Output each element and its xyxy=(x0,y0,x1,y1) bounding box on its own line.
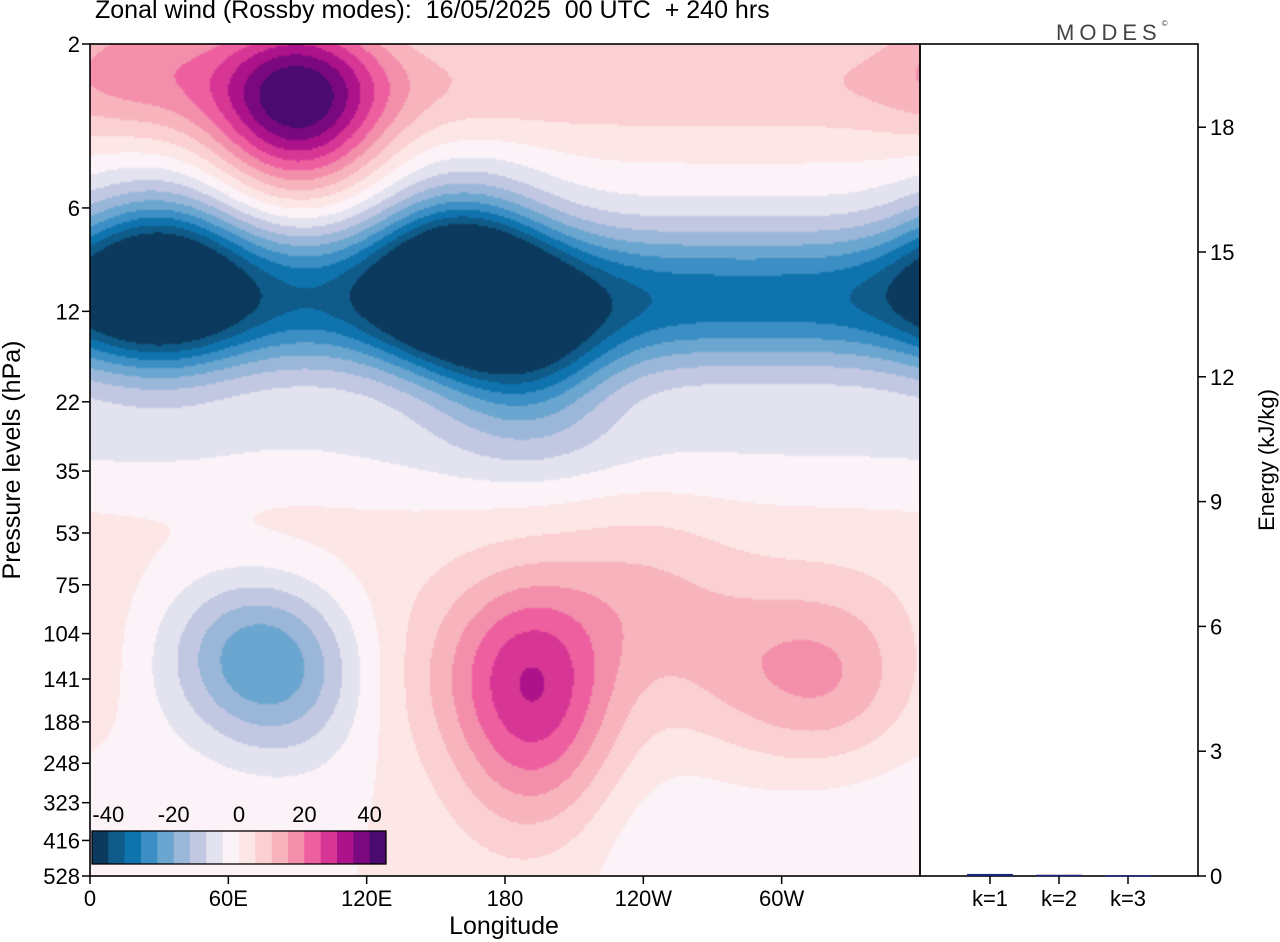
bar-category-label: k=1 xyxy=(972,886,1008,911)
colorbar-swatch xyxy=(320,831,338,864)
colorbar-swatch xyxy=(288,831,305,864)
colorbar-swatch xyxy=(124,831,142,864)
bar-category-label: k=2 xyxy=(1041,886,1077,911)
x-tick-label: 120W xyxy=(615,886,673,911)
x-tick-label: 60W xyxy=(759,886,804,911)
y-tick-label: 75 xyxy=(56,573,80,598)
colorbar-swatch xyxy=(304,831,321,864)
x-axis-ticks: 0 60E 120E 180 120W 60W xyxy=(84,876,805,911)
energy-tick-label: 9 xyxy=(1210,490,1222,515)
colorbar-tick-label: 20 xyxy=(292,802,316,827)
y-tick-label: 2 xyxy=(68,32,80,57)
y-tick-label: 104 xyxy=(43,622,80,647)
colorbar-swatch xyxy=(173,831,191,864)
colorbar-frame xyxy=(91,830,387,865)
energy-axis-ticks: 0 3 6 9 12 15 18 xyxy=(1198,115,1234,889)
energy-tick-label: 12 xyxy=(1210,365,1234,390)
modes-logo: MODES© xyxy=(1056,18,1168,45)
colorbar-tick-label: -20 xyxy=(158,802,190,827)
colorbar: -40 -20 0 20 40 xyxy=(91,802,387,865)
energy-tick-label: 3 xyxy=(1210,739,1222,764)
colorbar-swatch xyxy=(239,831,256,864)
y-tick-label: 22 xyxy=(56,390,80,415)
colorbar-swatch xyxy=(271,831,289,864)
x-tick-label: 0 xyxy=(84,886,96,911)
energy-bar xyxy=(1036,874,1082,877)
y-tick-label: 188 xyxy=(43,710,80,735)
energy-tick-label: 15 xyxy=(1210,240,1234,265)
x-tick-label: 120E xyxy=(341,886,392,911)
bar-category-label: k=3 xyxy=(1110,886,1146,911)
wind-contour-field xyxy=(90,44,920,876)
colorbar-swatch xyxy=(369,831,387,864)
energy-plot-frame xyxy=(919,43,1199,877)
colorbar-swatch xyxy=(206,831,223,864)
y-tick-label: 528 xyxy=(43,864,80,889)
y-tick-label: 248 xyxy=(43,751,80,776)
y-axis-ticks: 2 6 12 22 35 53 75 104 141 188 248 323 416 528 xyxy=(43,32,90,889)
x-axis-label: Longitude xyxy=(449,912,559,940)
colorbar-swatch xyxy=(255,831,272,864)
colorbar-swatch xyxy=(92,831,109,864)
energy-bar xyxy=(967,873,1013,876)
colorbar-swatch xyxy=(353,831,370,864)
y-tick-label: 12 xyxy=(56,299,80,324)
colorbar-swatch xyxy=(337,831,354,864)
colorbar-swatch xyxy=(190,831,207,864)
colorbar-tick-label: 0 xyxy=(233,802,245,827)
colorbar-tick-label: -40 xyxy=(92,802,124,827)
y-tick-label: 53 xyxy=(56,521,80,546)
energy-tick-label: 0 xyxy=(1210,864,1222,889)
y-tick-label: 141 xyxy=(43,667,80,692)
energy-tick-label: 18 xyxy=(1210,115,1234,140)
x-tick-label: 180 xyxy=(487,886,524,911)
y-tick-label: 323 xyxy=(43,791,80,816)
y-tick-label: 35 xyxy=(56,459,80,484)
colorbar-swatch xyxy=(108,831,125,864)
energy-bar xyxy=(1105,875,1151,877)
y-axis-label: Pressure levels (hPa) xyxy=(0,341,26,580)
y-tick-label: 6 xyxy=(68,196,80,221)
energy-bars: k=1 k=2 k=3 xyxy=(967,873,1151,911)
chart-title: Zonal wind (Rossby modes): 16/05/2025 00… xyxy=(95,0,770,24)
y-tick-label: 416 xyxy=(43,828,80,853)
colorbar-swatch xyxy=(141,831,158,864)
colorbar-tick-label: 40 xyxy=(357,802,381,827)
energy-tick-label: 6 xyxy=(1210,614,1222,639)
x-tick-label: 60E xyxy=(209,886,248,911)
colorbar-swatch xyxy=(157,831,174,864)
energy-axis-label: Energy (kJ/kg) xyxy=(1254,389,1279,531)
colorbar-swatch xyxy=(222,831,240,864)
